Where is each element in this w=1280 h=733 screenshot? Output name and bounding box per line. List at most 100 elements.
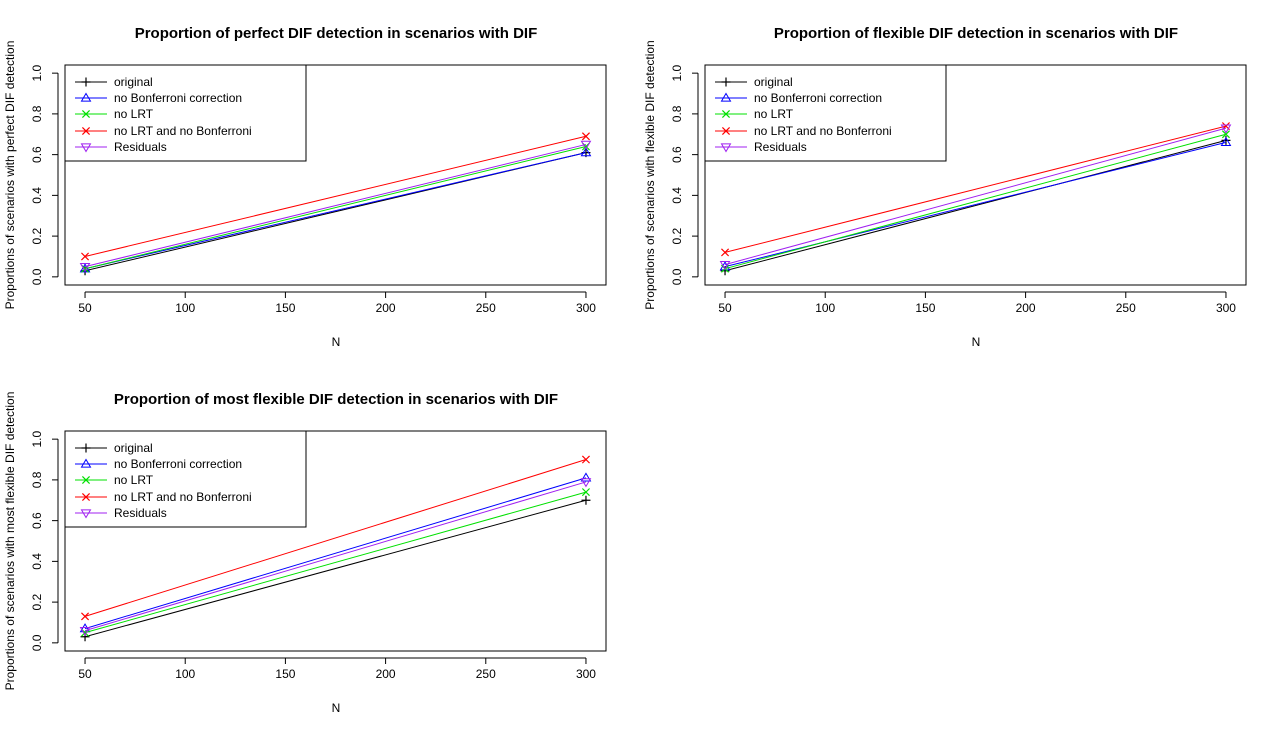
y-tick-label: 0.8 xyxy=(30,105,44,122)
axes: 50 100 150 200 250 300 0.0 0.2 0.4 0.6 0.8 1.0 xyxy=(670,64,1236,315)
y-axis-label: Proportions of scenarios with most flexi… xyxy=(3,392,17,691)
x-tick-label: 200 xyxy=(376,667,396,681)
y-axis-label: Proportions of scenarios with flexible D… xyxy=(643,40,657,309)
data-point-no-lrt-and-no-bonferroni xyxy=(81,612,90,621)
data-point-residuals xyxy=(580,140,592,150)
y-tick-label: 1.0 xyxy=(30,64,44,81)
series-line-residuals xyxy=(724,127,1227,266)
x-tick-label: 50 xyxy=(78,667,92,681)
legend-label-no-bonferroni-correction: no Bonferroni correction xyxy=(114,91,242,105)
data-point-residuals xyxy=(719,260,731,271)
chart-panel-most-flexible-dif: Proportion of most flexible DIF detectio… xyxy=(3,391,607,715)
x-tick-label: 150 xyxy=(915,301,935,315)
chart-title: Proportion of flexible DIF detection in … xyxy=(774,25,1178,42)
legend-marker-no-bonferroni-correction xyxy=(720,92,732,102)
series-lines xyxy=(719,122,1232,276)
data-point-residuals xyxy=(580,478,592,488)
series-line-residuals xyxy=(84,481,587,632)
legend-label-no-lrt: no LRT xyxy=(114,107,154,121)
legend-label-no-lrt: no LRT xyxy=(114,473,154,487)
data-point-no-lrt-and-no-bonferroni xyxy=(581,132,590,141)
y-axis-label: Proportions of scenarios with perfect DI… xyxy=(3,41,17,310)
y-tick-label: 0.0 xyxy=(30,268,44,285)
y-tick-label: 0.2 xyxy=(670,227,684,244)
x-tick-label: 150 xyxy=(275,301,295,315)
legend-label-no-lrt-and-no-bonferroni: no LRT and no Bonferroni xyxy=(114,124,252,138)
y-tick-label: 0.8 xyxy=(670,105,684,122)
y-tick-label: 0.2 xyxy=(30,593,44,610)
x-tick-label: 200 xyxy=(1016,301,1036,315)
y-tick-label: 0.0 xyxy=(30,634,44,651)
legend-marker-no-lrt xyxy=(81,109,91,119)
data-point-no-lrt xyxy=(581,488,590,497)
legend-label-no-bonferroni-correction: no Bonferroni correction xyxy=(754,91,882,105)
x-tick-label: 50 xyxy=(718,301,732,315)
data-point-residuals xyxy=(79,263,91,273)
x-tick-label: 300 xyxy=(576,667,596,681)
data-point-no-lrt-and-no-bonferroni xyxy=(721,248,730,257)
legend-label-original: original xyxy=(114,441,153,455)
y-tick-label: 1.0 xyxy=(670,64,684,81)
x-tick-label: 250 xyxy=(1116,301,1136,315)
legend-marker-original xyxy=(81,443,91,453)
legend: original no Bonferroni correction no LRT… xyxy=(704,64,947,162)
legend-label-residuals: Residuals xyxy=(754,140,807,154)
legend-marker-no-bonferroni-correction xyxy=(80,458,92,468)
x-tick-label: 200 xyxy=(376,301,396,315)
data-point-original xyxy=(581,495,591,505)
legend-label-no-lrt-and-no-bonferroni: no LRT and no Bonferroni xyxy=(754,124,892,138)
data-point-original xyxy=(80,632,90,642)
legend-marker-no-bonferroni-correction xyxy=(80,92,92,102)
plot-box xyxy=(64,430,607,652)
data-point-no-lrt-and-no-bonferroni xyxy=(581,455,590,464)
legend-label-residuals: Residuals xyxy=(114,506,167,520)
y-tick-label: 0.0 xyxy=(670,268,684,285)
series-line-no-lrt xyxy=(84,145,587,270)
data-point-no-bonferroni-correction xyxy=(580,147,592,157)
legend: original no Bonferroni correction no LRT… xyxy=(64,430,307,528)
x-tick-label: 100 xyxy=(175,667,195,681)
y-tick-label: 0.6 xyxy=(30,512,44,529)
x-tick-label: 50 xyxy=(78,301,92,315)
legend-marker-residuals xyxy=(80,143,92,153)
series-line-original xyxy=(84,499,587,638)
y-tick-label: 0.6 xyxy=(30,146,44,163)
axes: 50 100 150 200 250 300 0.0 0.2 0.4 0.6 0.8 1.0 xyxy=(30,430,596,681)
y-tick-label: 0.4 xyxy=(30,187,44,204)
series-lines xyxy=(79,132,592,276)
data-point-no-bonferroni-correction xyxy=(580,472,592,482)
legend-box xyxy=(64,430,307,528)
x-tick-label: 250 xyxy=(476,667,496,681)
legend-label-no-lrt: no LRT xyxy=(754,107,794,121)
data-point-original xyxy=(720,266,730,276)
legend-marker-no-lrt-and-no-bonferroni xyxy=(81,126,91,136)
series-line-original xyxy=(724,139,1227,272)
legend-marker-residuals xyxy=(720,143,732,153)
series-line-no-lrt-and-no-bonferroni xyxy=(84,135,587,257)
y-tick-label: 0.2 xyxy=(30,227,44,244)
chart-title: Proportion of perfect DIF detection in s… xyxy=(135,25,538,42)
data-point-no-lrt-and-no-bonferroni xyxy=(81,252,90,261)
y-tick-label: 0.4 xyxy=(30,553,44,570)
legend-marker-residuals xyxy=(80,509,92,519)
legend: original no Bonferroni correction no LRT… xyxy=(64,64,307,162)
plot-box xyxy=(64,64,607,286)
series-lines xyxy=(79,455,592,642)
y-tick-label: 0.8 xyxy=(30,471,44,488)
legend-marker-no-lrt-and-no-bonferroni xyxy=(81,492,91,502)
legend-marker-no-lrt xyxy=(81,475,91,485)
data-point-residuals xyxy=(79,626,91,637)
x-tick-label: 250 xyxy=(476,301,496,315)
legend-label-residuals: Residuals xyxy=(114,140,167,154)
chart-panel-perfect-dif: Proportion of perfect DIF detection in s… xyxy=(3,25,607,349)
legend-label-original: original xyxy=(754,75,793,89)
x-tick-label: 100 xyxy=(815,301,835,315)
x-axis-label: N xyxy=(332,335,341,349)
legend-box xyxy=(704,64,947,162)
axes: 50 100 150 200 250 300 0.0 0.2 0.4 0.6 0.8 1.0 xyxy=(30,64,596,315)
y-tick-label: 0.4 xyxy=(670,187,684,204)
legend-marker-no-lrt xyxy=(721,109,731,119)
series-line-no-lrt xyxy=(724,133,1227,270)
x-axis-label: N xyxy=(972,335,981,349)
